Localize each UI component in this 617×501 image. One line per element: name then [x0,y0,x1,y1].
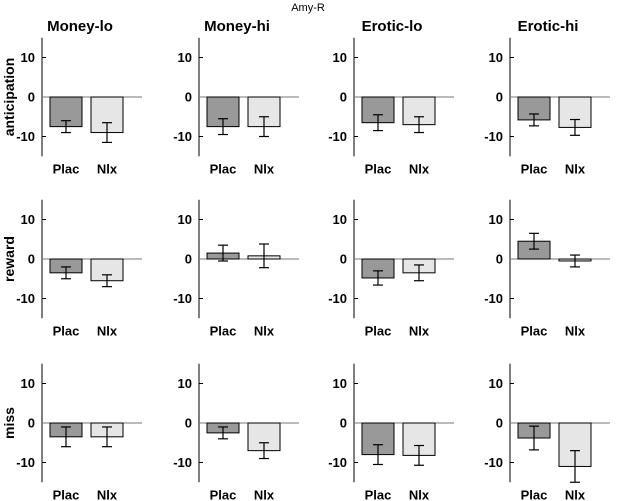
y-tick-label: 0 [185,416,192,431]
y-tick-label: 0 [340,90,347,105]
y-tick-label: 0 [496,252,503,267]
panels-group: Money-lo Money-hi Erotic-lo Erotic-hi antici… [1,18,610,501]
panel-miss-money-hi: 10 0 -10 Plac Nlx [173,363,299,501]
y-tick-label: -10 [484,129,503,144]
y-tick-label: 10 [489,212,503,227]
category-label-nlx: Nlx [97,323,118,338]
column-title-money-lo: Money-lo [47,18,113,35]
category-label-plac: Plac [210,161,237,176]
y-tick-label: -10 [16,455,35,470]
y-tick-label: -10 [328,455,347,470]
category-label-nlx: Nlx [565,487,586,501]
y-tick-label: 10 [333,376,347,391]
y-tick-label: 10 [178,376,192,391]
category-label-nlx: Nlx [254,487,275,501]
row-label-miss: miss [1,407,17,439]
panel-anticipation-erotic-lo: 10 0 -10 Plac Nlx [328,37,454,176]
y-tick-label: 0 [28,416,35,431]
category-label-plac: Plac [53,323,80,338]
category-label-nlx: Nlx [409,487,430,501]
y-tick-label: 0 [340,416,347,431]
y-tick-label: 10 [489,376,503,391]
y-tick-label: 0 [185,90,192,105]
y-tick-label: -10 [16,129,35,144]
y-tick-label: 10 [178,212,192,227]
row-label-anticipation: anticipation [1,58,17,137]
category-label-plac: Plac [521,323,548,338]
panel-miss-money-lo: 10 0 -10 Plac Nlx [16,363,142,501]
panel-reward-money-lo: 10 0 -10 Plac Nlx [16,199,142,338]
y-tick-label: 10 [333,212,347,227]
y-tick-label: -10 [173,291,192,306]
y-tick-label: 10 [21,376,35,391]
y-tick-label: 10 [21,50,35,65]
y-tick-label: 0 [496,90,503,105]
panel-anticipation-erotic-hi: 10 0 -10 Plac Nlx [484,37,610,176]
column-title-erotic-hi: Erotic-hi [518,18,579,35]
y-tick-label: 10 [178,50,192,65]
category-label-plac: Plac [210,487,237,501]
y-tick-label: 0 [185,252,192,267]
column-title-money-hi: Money-hi [204,18,270,35]
category-label-plac: Plac [53,487,80,501]
category-label-nlx: Nlx [97,161,118,176]
y-tick-label: 10 [333,50,347,65]
figure-title: Amy-R [291,2,325,14]
category-label-nlx: Nlx [565,161,586,176]
category-label-plac: Plac [210,323,237,338]
category-label-nlx: Nlx [409,323,430,338]
category-label-plac: Plac [365,323,392,338]
y-tick-label: -10 [16,291,35,306]
y-tick-label: -10 [328,291,347,306]
category-label-plac: Plac [365,161,392,176]
panel-anticipation-money-lo: 10 0 -10 Plac Nlx [16,37,142,176]
category-label-nlx: Nlx [254,161,275,176]
column-title-erotic-lo: Erotic-lo [362,18,423,35]
y-tick-label: 0 [28,252,35,267]
panel-reward-money-hi: 10 0 -10 Plac Nlx [173,199,299,338]
category-label-nlx: Nlx [97,487,118,501]
y-tick-label: -10 [484,291,503,306]
panel-miss-erotic-lo: 10 0 -10 Plac Nlx [328,363,454,501]
category-label-plac: Plac [521,487,548,501]
y-tick-label: -10 [173,129,192,144]
y-tick-label: -10 [484,455,503,470]
category-label-nlx: Nlx [254,323,275,338]
row-label-reward: reward [1,236,17,282]
panel-reward-erotic-lo: 10 0 -10 Plac Nlx [328,199,454,338]
panel-anticipation-money-hi: 10 0 -10 Plac Nlx [173,37,299,176]
category-label-plac: Plac [53,161,80,176]
panel-miss-erotic-hi: 10 0 -10 Plac Nlx [484,363,610,501]
category-label-nlx: Nlx [409,161,430,176]
y-tick-label: -10 [173,455,192,470]
y-tick-label: 10 [489,50,503,65]
y-tick-label: -10 [328,129,347,144]
y-tick-label: 0 [340,252,347,267]
y-tick-label: 10 [21,212,35,227]
y-tick-label: 0 [28,90,35,105]
panel-reward-erotic-hi: 10 0 -10 Plac Nlx [484,199,610,338]
category-label-nlx: Nlx [565,323,586,338]
category-label-plac: Plac [521,161,548,176]
y-tick-label: 0 [496,416,503,431]
category-label-plac: Plac [365,487,392,501]
